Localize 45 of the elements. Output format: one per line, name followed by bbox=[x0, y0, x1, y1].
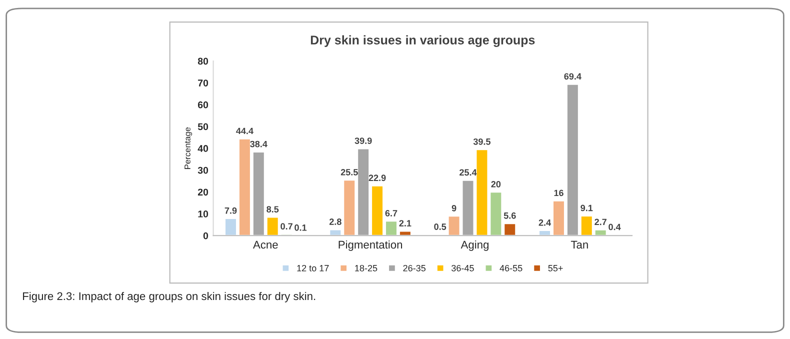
legend-label: 26-35 bbox=[403, 264, 426, 272]
legend-label: 36-45 bbox=[452, 264, 474, 272]
data-label: 7.9 bbox=[224, 207, 237, 214]
x-tick-label: Aging bbox=[460, 240, 488, 251]
chart-title: Dry skin issues in various age groups bbox=[310, 35, 535, 47]
y-tick-label: 20 bbox=[198, 188, 208, 196]
y-tick-label: 10 bbox=[198, 210, 208, 218]
legend-label: 46-55 bbox=[500, 264, 522, 272]
y-tick-label: 60 bbox=[198, 101, 208, 108]
legend-label: 18-25 bbox=[355, 264, 378, 272]
data-label: 25.5 bbox=[340, 169, 358, 176]
data-label: 0.4 bbox=[608, 224, 621, 230]
data-label: 9 bbox=[452, 205, 456, 212]
data-label: 9.1 bbox=[580, 204, 593, 212]
caption: Figure 2.3: Impact of age groups on skin issues for dry skin. bbox=[23, 292, 316, 302]
data-label: 2.1 bbox=[399, 220, 412, 226]
legend-label: 12 to 17 bbox=[297, 264, 329, 272]
y-tick-label: 0 bbox=[203, 232, 208, 240]
y-axis-title: Percentage bbox=[184, 127, 192, 169]
data-label: 2.7 bbox=[594, 218, 606, 226]
data-label: 2.8 bbox=[329, 218, 342, 225]
y-tick-label: 50 bbox=[198, 123, 208, 130]
data-label: 16 bbox=[554, 190, 564, 196]
data-label: 22.9 bbox=[368, 174, 386, 182]
data-label: 0.5 bbox=[434, 224, 446, 230]
y-tick-label: 80 bbox=[198, 58, 208, 65]
x-tick-label: Tan bbox=[570, 240, 588, 249]
data-label: 8.5 bbox=[266, 206, 279, 212]
data-label: 20 bbox=[491, 181, 501, 188]
data-label: 44.4 bbox=[236, 128, 254, 134]
data-label: 0.1 bbox=[294, 224, 307, 231]
data-label: 39.5 bbox=[473, 138, 490, 145]
data-label: 69.4 bbox=[564, 73, 582, 80]
y-tick-label: 30 bbox=[198, 166, 208, 174]
data-label: 39.9 bbox=[354, 138, 372, 144]
data-label: 2.4 bbox=[538, 219, 551, 226]
data-label: 6.7 bbox=[385, 210, 398, 216]
y-tick-label: 70 bbox=[198, 80, 208, 86]
data-label: 0.7 bbox=[280, 223, 292, 230]
x-tick-label: Pigmentation bbox=[338, 240, 402, 251]
data-label: 5.6 bbox=[504, 212, 516, 219]
y-tick-label: 40 bbox=[198, 145, 208, 152]
data-label: 38.4 bbox=[250, 140, 268, 148]
legend-label: 55+ bbox=[548, 265, 563, 272]
x-tick-label: Acne bbox=[253, 240, 278, 249]
